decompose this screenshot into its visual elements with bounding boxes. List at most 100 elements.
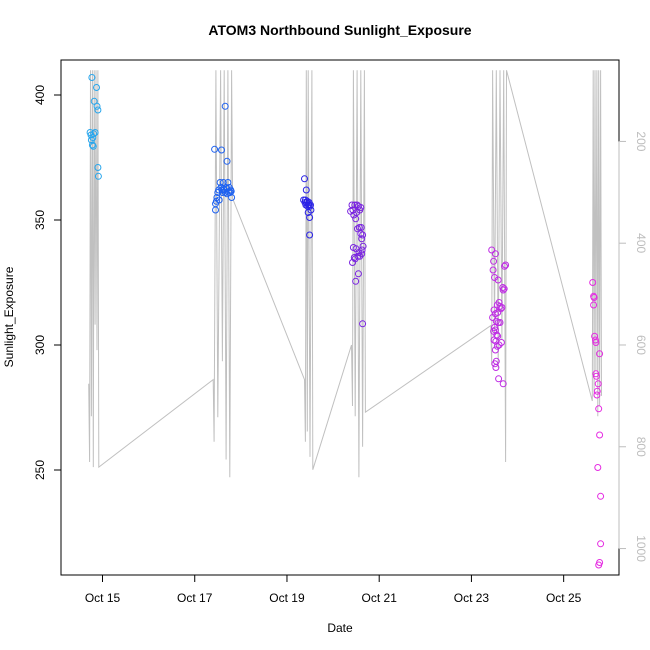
y-tick-label: 300 bbox=[33, 335, 47, 355]
data-point bbox=[593, 391, 601, 399]
data-point bbox=[491, 326, 499, 334]
data-point bbox=[88, 74, 96, 81]
data-point bbox=[589, 279, 597, 286]
data-point bbox=[90, 130, 98, 138]
data-point bbox=[216, 179, 224, 186]
data-point bbox=[219, 185, 227, 193]
data-point bbox=[359, 320, 367, 328]
data-point bbox=[221, 102, 229, 110]
y-right-tick-label: 1000 bbox=[634, 535, 648, 562]
data-point bbox=[492, 364, 500, 371]
series-3 bbox=[300, 175, 315, 239]
data-point bbox=[498, 304, 506, 311]
x-axis: Oct 15 Oct 17 Oct 19 Oct 21 Oct 23 Oct 25 bbox=[85, 574, 582, 605]
data-point bbox=[93, 102, 101, 110]
data-point bbox=[594, 464, 602, 471]
data-point bbox=[357, 230, 365, 238]
data-point bbox=[593, 387, 601, 395]
data-point bbox=[499, 380, 507, 388]
y-axis-label: Sunlight_Exposure bbox=[2, 266, 16, 367]
data-point bbox=[304, 209, 312, 216]
data-point bbox=[91, 129, 99, 136]
data-point bbox=[306, 214, 314, 221]
data-point bbox=[592, 336, 599, 344]
x-tick-label: Oct 21 bbox=[362, 591, 398, 605]
y-tick-label: 400 bbox=[33, 85, 47, 105]
data-point bbox=[595, 561, 603, 569]
secondary-series-line bbox=[88, 70, 602, 478]
data-point bbox=[358, 246, 366, 254]
data-point bbox=[307, 201, 314, 209]
data-point bbox=[359, 231, 367, 239]
chart-title: ATOM3 Northbound Sunlight_Exposure bbox=[208, 22, 471, 38]
y-right-tick-label: 600 bbox=[634, 335, 648, 355]
data-point bbox=[491, 346, 499, 354]
data-point bbox=[590, 301, 598, 309]
y-right-tick-label: 400 bbox=[634, 233, 648, 253]
data-point bbox=[356, 252, 364, 260]
series-1 bbox=[86, 74, 102, 180]
x-tick-label: Oct 25 bbox=[546, 591, 582, 605]
data-point bbox=[94, 172, 102, 180]
data-point bbox=[359, 242, 367, 250]
data-point bbox=[597, 492, 605, 500]
data-point bbox=[348, 201, 356, 209]
data-point bbox=[491, 250, 499, 258]
x-tick-label: Oct 17 bbox=[177, 591, 213, 605]
series-6 bbox=[589, 279, 605, 569]
data-point bbox=[218, 146, 225, 154]
data-point bbox=[215, 196, 223, 204]
data-point bbox=[592, 370, 600, 378]
points-layer bbox=[86, 74, 605, 569]
y-right-tick-label: 800 bbox=[634, 437, 648, 457]
data-point bbox=[354, 270, 362, 278]
secondary-line-layer bbox=[88, 70, 602, 478]
data-point bbox=[592, 339, 600, 346]
data-point bbox=[502, 261, 510, 269]
data-point bbox=[354, 225, 361, 233]
data-point bbox=[93, 84, 100, 91]
x-tick-label: Oct 19 bbox=[269, 591, 305, 605]
data-point bbox=[489, 266, 497, 274]
data-point bbox=[301, 175, 308, 183]
data-point bbox=[211, 145, 219, 153]
y-axis-right: 200 400 600 800 1000 bbox=[618, 131, 648, 562]
data-point bbox=[94, 164, 102, 171]
x-tick-label: Oct 15 bbox=[85, 591, 121, 605]
data-point bbox=[224, 179, 232, 186]
data-point bbox=[597, 540, 605, 548]
data-point bbox=[357, 204, 365, 211]
y-tick-label: 250 bbox=[33, 460, 47, 480]
data-point bbox=[351, 201, 359, 209]
plot-frame bbox=[60, 59, 620, 576]
data-point bbox=[590, 294, 598, 301]
data-point bbox=[491, 274, 498, 281]
data-point bbox=[300, 196, 308, 204]
data-point bbox=[490, 257, 498, 265]
data-point bbox=[87, 136, 95, 144]
data-point bbox=[223, 190, 231, 198]
data-point bbox=[493, 342, 501, 350]
series-4 bbox=[347, 201, 367, 328]
data-point bbox=[596, 431, 604, 439]
series-2 bbox=[211, 102, 236, 214]
data-point bbox=[302, 186, 310, 194]
data-point bbox=[596, 350, 604, 358]
data-point bbox=[89, 142, 97, 150]
data-point bbox=[499, 286, 507, 294]
data-point bbox=[488, 246, 496, 254]
data-point bbox=[358, 235, 366, 243]
x-axis-label: Date bbox=[327, 621, 353, 635]
data-point bbox=[492, 317, 500, 325]
data-point bbox=[499, 284, 507, 291]
data-point bbox=[306, 231, 314, 239]
data-point bbox=[352, 277, 360, 285]
x-tick-label: Oct 23 bbox=[454, 591, 490, 605]
data-point bbox=[594, 380, 602, 388]
data-point bbox=[353, 209, 361, 216]
series-5 bbox=[488, 246, 510, 388]
data-point bbox=[495, 375, 503, 383]
data-point bbox=[496, 319, 504, 326]
data-point bbox=[226, 189, 234, 196]
